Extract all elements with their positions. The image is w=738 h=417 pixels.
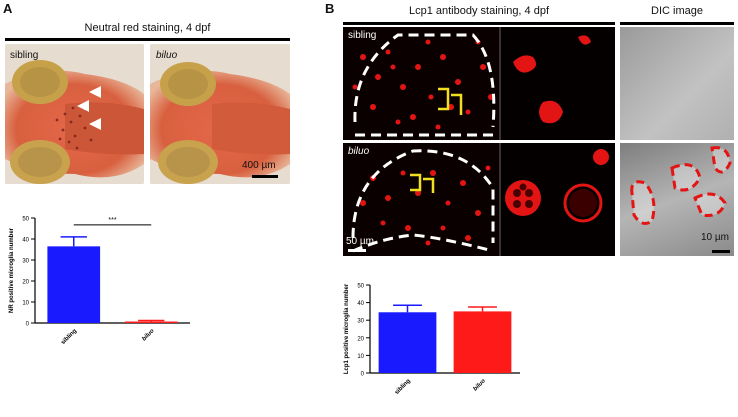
lcp1-sibling-label: sibling [348,30,377,41]
bar-biluo [124,321,178,323]
lcp1-biluo-label: biluo [348,146,370,157]
lcp1-scale-bar [348,249,366,252]
y-axis-label: NR positive microglia number [9,227,15,313]
nr-scale-bar-label: 400 µm [242,160,276,171]
y-tick-label: 40 [357,301,364,307]
nr-biluo-photo: biluo 400 µm [150,44,290,184]
y-tick-label: 0 [361,372,365,378]
panel-b-letter: B [325,1,335,16]
y-tick-label: 0 [26,322,30,328]
bar-sibling [47,246,101,323]
y-tick-label: 10 [22,301,29,307]
y-tick-label: 30 [22,259,29,265]
nr-scale-bar [252,175,278,178]
significance-label: *** [108,217,116,224]
nr-biluo-label: biluo [156,50,178,61]
nr-sibling-label: sibling [10,50,39,61]
panel-b-rule-left [343,22,615,25]
dic-biluo-image: 10 µm [620,143,734,256]
x-tick-label: biluo [473,378,488,393]
x-tick-label: biluo [141,328,156,343]
dic-scale-bar [712,250,730,253]
chart-a: 0 10 20 30 40 50 NR positive microglia number s… [9,217,190,346]
y-tick-label: 20 [22,280,29,286]
y-tick-label: 40 [22,238,29,244]
y-tick-label: 50 [357,284,364,290]
dic-sibling-image [620,27,734,140]
panel-b-rule-right [620,22,734,25]
y-axis-label: Lcp1 positive microglia number [344,283,350,374]
panel-b-title-left: Lcp1 antibody staining, 4 dpf [408,5,550,17]
y-tick-label: 20 [357,336,364,342]
x-tick-label: sibling [394,378,412,396]
dic-scale-bar-label: 10 µm [701,232,729,243]
y-tick-label: 10 [357,354,364,360]
panel-b-title-right: DIC image [651,5,703,17]
lcp1-scale-bar-label: 50 µm [346,236,374,247]
nr-sibling-photo: sibling [5,44,144,184]
bar-sibling [378,312,437,373]
panel-a-title: Neutral red staining, 4 dpf [84,22,211,34]
chart-b: 0 10 20 30 40 50 Lcp1 positive microglia numbe… [344,283,520,396]
y-tick-label: 50 [22,217,29,223]
bar-biluo [453,311,512,373]
panel-a-title-rule [5,38,290,41]
lcp1-biluo-image: biluo 50 µm [343,143,615,256]
panel-a-letter: A [3,1,13,16]
y-tick-label: 30 [357,319,364,325]
x-tick-label: sibling [60,328,78,346]
lcp1-sibling-image: sibling [343,27,615,140]
